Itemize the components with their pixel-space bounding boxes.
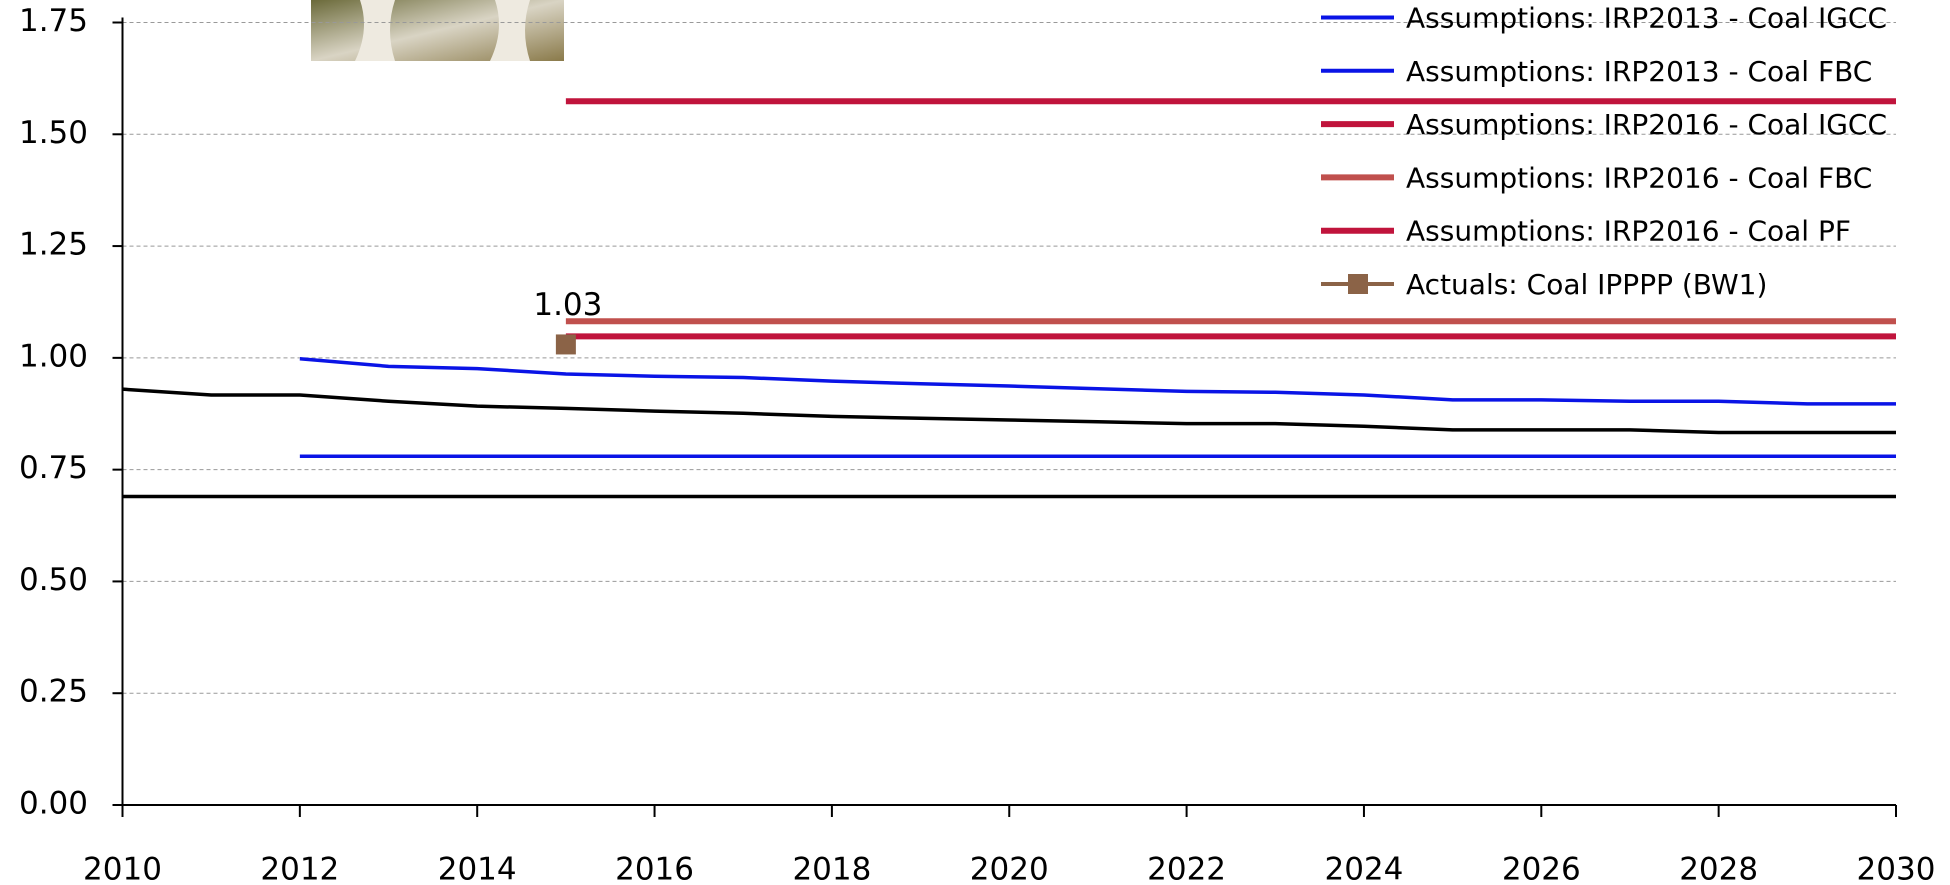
legend-label: Actuals: Coal IPPPP (BW1): [1406, 268, 1767, 301]
legend-label: Assumptions: IRP2016 - Coal PF: [1406, 215, 1851, 248]
x-tick-label: 2018: [792, 852, 871, 885]
legend-marker: [1348, 274, 1368, 294]
y-tick-label: 0.75: [19, 450, 88, 486]
x-tick-label: 2024: [1324, 852, 1403, 885]
y-tick-label: 1.25: [19, 227, 88, 263]
x-tick-label: 2016: [615, 852, 694, 885]
x-tick-label: 2014: [438, 852, 517, 885]
legend-label: Assumptions: IRP2013 - Coal FBC: [1406, 55, 1872, 88]
x-tick-label: 2026: [1502, 852, 1581, 885]
y-tick-label: 0.50: [19, 562, 88, 598]
x-tick-label: 2022: [1147, 852, 1226, 885]
x-tick-label: 2020: [970, 852, 1049, 885]
series-line: [122, 387, 1896, 435]
data-label: 1.03: [533, 287, 602, 323]
marker: [555, 334, 576, 355]
series-line: [299, 357, 1896, 406]
legend-label: Assumptions: IRP2016 - Coal FBC: [1406, 161, 1872, 194]
legend-label: Assumptions: IRP2016 - Coal IGCC: [1406, 108, 1887, 141]
y-tick-label: 1.75: [19, 3, 88, 39]
x-tick-label: 2010: [83, 852, 162, 885]
legend-label: Assumptions: IRP2013 - Coal IGCC: [1406, 2, 1887, 35]
x-tick-label: 2028: [1679, 852, 1758, 885]
x-tick-label: 2030: [1857, 852, 1936, 885]
y-tick-label: 1.50: [19, 115, 88, 151]
photo: [311, 0, 564, 61]
y-tick-label: 0.25: [19, 674, 88, 710]
y-tick-label: 0.00: [19, 786, 88, 822]
y-tick-label: 1.00: [19, 338, 88, 374]
x-tick-label: 2012: [260, 852, 339, 885]
